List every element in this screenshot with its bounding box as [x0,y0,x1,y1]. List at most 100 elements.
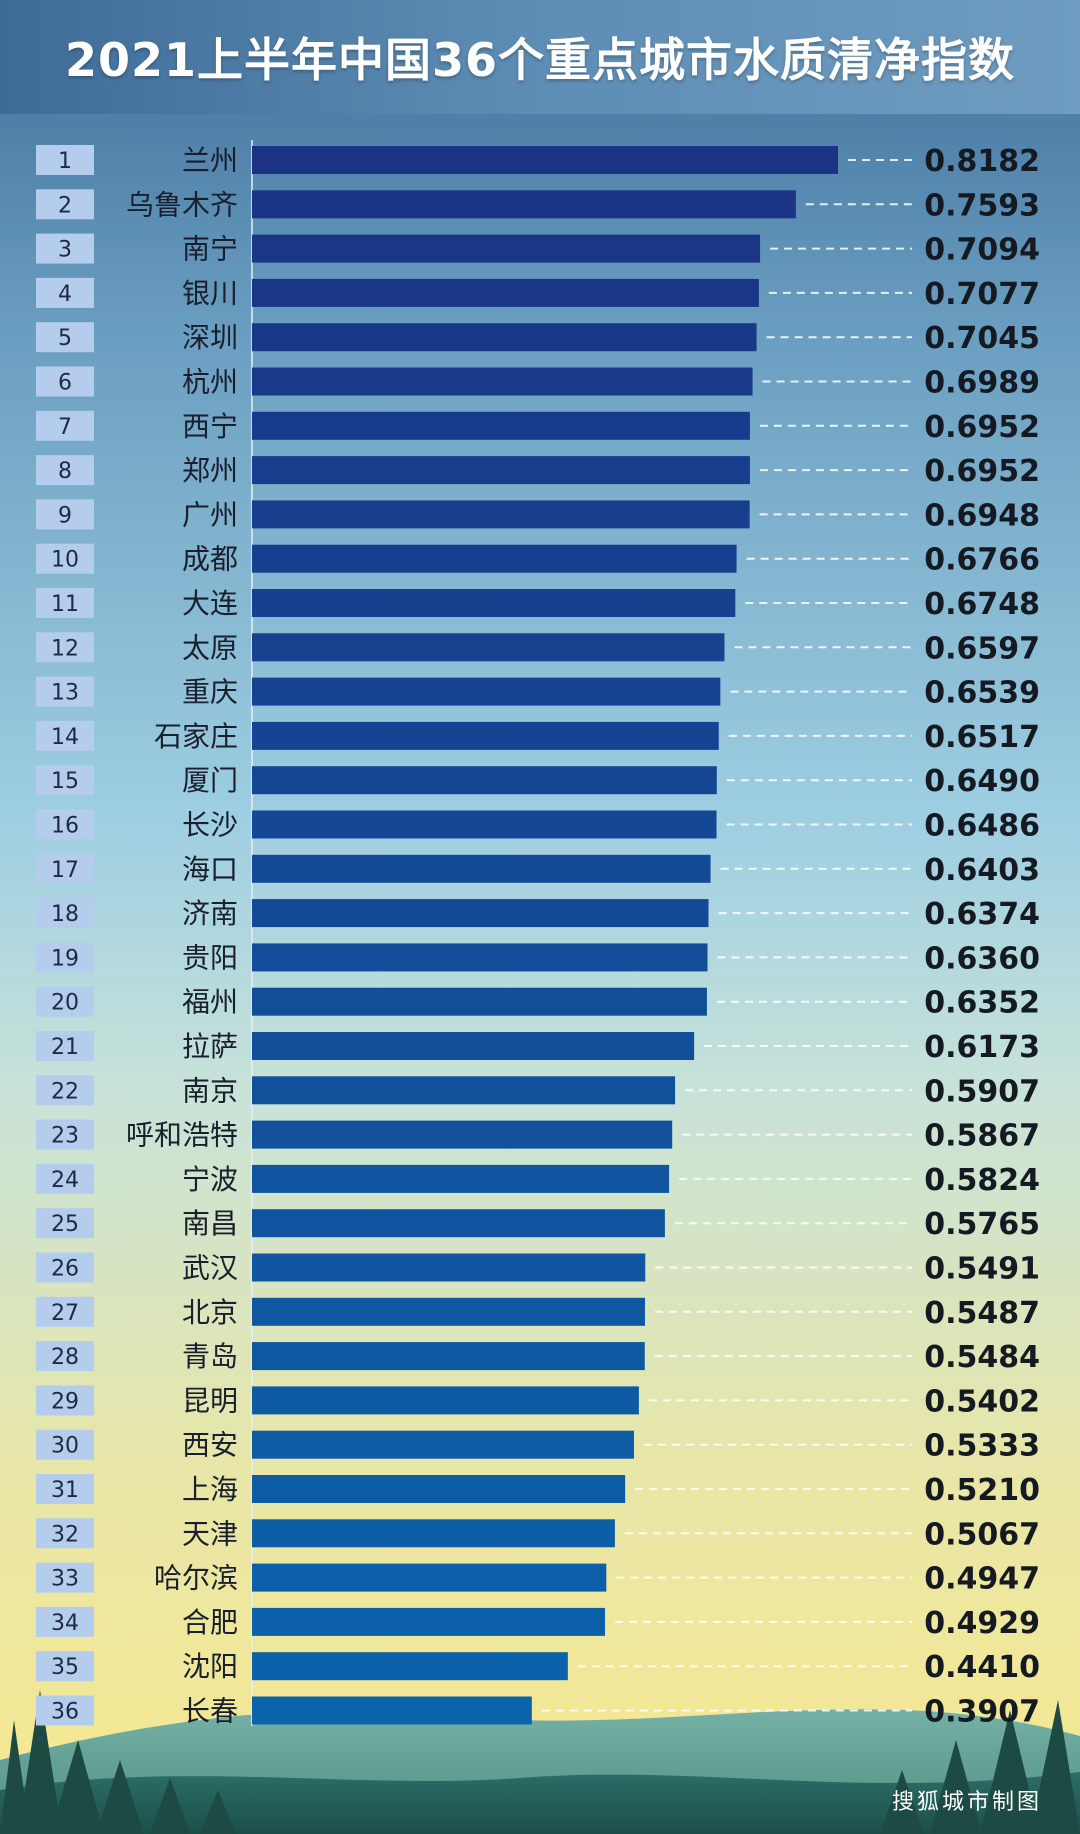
rank-box [36,1695,94,1726]
bar [252,721,719,750]
city-label: 北京 [182,1296,238,1329]
rank-label: 29 [51,1389,79,1414]
city-label: 南宁 [182,233,238,266]
rank-label: 19 [51,946,79,971]
rank-label: 9 [58,503,72,528]
city-label: 天津 [182,1517,238,1550]
value-label: 0.5484 [924,1340,1040,1375]
bar [252,1519,615,1548]
bar [252,677,721,706]
rank-box [36,1163,94,1194]
rank-label: 26 [51,1257,79,1282]
value-label: 0.6517 [924,720,1040,755]
bar [252,1032,695,1060]
city-label: 西宁 [182,410,238,443]
bar [252,367,753,396]
rank-label: 13 [51,681,79,706]
rank-box [36,1208,94,1239]
rank-box [36,1518,94,1549]
rank-box [36,1429,94,1460]
rank-box [36,853,94,884]
bar [252,1164,670,1193]
rank-box [36,588,94,618]
rank-box [36,322,94,353]
city-label: 太原 [182,631,238,664]
bar [252,1120,673,1149]
bar [252,810,717,839]
city-label: 深圳 [182,321,238,354]
rank-box [36,942,94,973]
rank-label: 18 [51,902,79,927]
rank-box [36,1075,94,1106]
bar [252,456,750,485]
value-label: 0.4410 [924,1650,1040,1685]
rank-label: 15 [51,769,79,794]
value-label: 0.5867 [924,1119,1040,1154]
rank-box [36,543,94,574]
value-label: 0.6748 [924,587,1040,622]
value-label: 0.6173 [924,1030,1040,1065]
rank-box [36,1031,94,1061]
front-hill [0,1772,1080,1834]
rank-label: 8 [58,459,72,484]
rank-box [36,233,94,264]
rank-box [36,1252,94,1283]
rank-box [36,809,94,840]
rank-label: 4 [58,282,72,307]
rank-label: 7 [58,415,72,440]
city-label: 南京 [182,1074,238,1107]
title-band: 2021上半年中国36个重点城市水质清净指数 [0,0,1080,114]
value-label: 0.5765 [924,1207,1040,1242]
bar [252,1607,606,1636]
bar [252,1475,626,1503]
bar [252,278,759,307]
bar [252,1386,639,1415]
city-label: 成都 [182,543,238,576]
bar [252,190,796,219]
value-label: 0.8182 [924,144,1040,179]
rank-box [36,986,94,1017]
city-label: 郑州 [182,454,238,487]
bar [252,943,708,972]
value-label: 0.6490 [924,764,1040,799]
rank-box [36,455,94,486]
city-label: 西安 [182,1429,238,1462]
value-label: 0.6486 [924,809,1040,844]
rank-label: 5 [58,326,72,351]
bar [252,1297,645,1326]
rank-label: 30 [51,1434,79,1459]
chart-title: 2021上半年中国36个重点城市水质清净指数 [64,33,1016,87]
rank-box [36,765,94,796]
value-label: 0.6952 [924,454,1040,489]
bar [252,1430,634,1459]
city-label: 重庆 [182,676,238,709]
rank-label: 17 [51,858,79,883]
value-label: 0.3907 [924,1695,1040,1730]
city-label: 长沙 [182,809,238,842]
rank-label: 6 [58,371,72,396]
rank-box [36,410,94,441]
value-label: 0.4929 [924,1606,1040,1641]
bar [252,323,757,352]
bar [252,234,761,263]
bar [252,589,736,617]
rank-label: 2 [58,193,72,218]
bar [252,1076,676,1105]
bar [252,1696,532,1725]
rank-box [36,898,94,929]
rank-box [36,145,94,175]
bar [252,1563,607,1592]
rank-box [36,189,94,220]
city-label: 银川 [182,277,238,310]
bar [252,411,750,440]
forest-scenery [0,1690,1080,1834]
rank-label: 20 [51,991,79,1016]
value-label: 0.6360 [924,941,1040,976]
rank-box [36,720,94,751]
city-label: 厦门 [182,764,238,797]
rank-label: 24 [51,1168,79,1193]
city-label: 昆明 [182,1384,238,1417]
rank-box [36,1562,94,1593]
value-label: 0.5067 [924,1517,1040,1552]
